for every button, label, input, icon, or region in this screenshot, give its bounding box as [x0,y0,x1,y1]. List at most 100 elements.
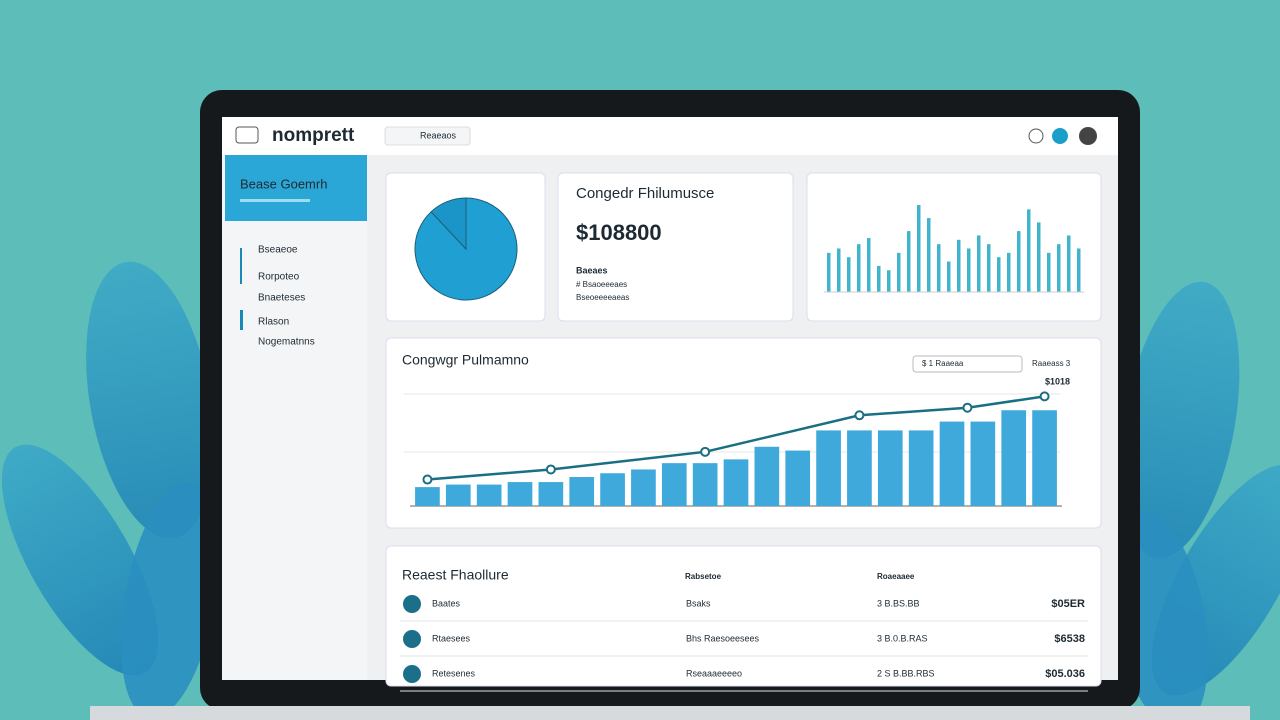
bar [538,482,564,506]
bar [415,487,440,506]
table-header: Rabsetoe [685,572,722,581]
bar [816,430,841,506]
table-cell: $05.036 [1045,668,1085,680]
search-text: Reaeaos [420,130,457,140]
mini-bar [867,238,871,292]
line-point [1039,391,1050,402]
mini-bar [1067,235,1071,292]
sidebar-item[interactable]: Nogematnns [258,337,315,348]
table-cell: 3 B.BS.BB [877,598,920,608]
bar [723,459,749,506]
mini-bar [907,231,911,292]
table-cell: Rtaesees [432,633,471,643]
mini-bar [967,248,971,292]
pie-slice [430,197,467,251]
sidebar-item[interactable]: Bseaeoe [258,245,298,256]
mini-bar [997,257,1001,292]
kpi-line: # Bsaoeeeaes [576,280,627,289]
menu-icon[interactable] [235,126,259,144]
mini-bar [1027,209,1031,292]
kpi-label: Baeaes [576,265,608,275]
mini-bar [927,218,931,292]
table-title: Reaest Fhaollure [402,567,509,583]
bar [661,463,687,506]
mini-bar [977,235,981,292]
line-point [962,402,973,413]
line-point [422,474,433,485]
bar [1001,410,1027,506]
filter[interactable] [912,355,1023,373]
card [385,545,1102,687]
table-header: Roaeaaee [877,572,915,581]
sidebar [222,155,367,680]
row-icon [403,595,421,613]
mini-bar [937,244,941,292]
bar [754,446,780,506]
mini-bar [857,244,861,292]
bar [847,430,872,506]
table-cell: $6538 [1054,633,1085,645]
sidebar-item[interactable]: Rlason [258,317,289,328]
mini-bar [1007,252,1011,292]
bar [939,421,965,506]
bar [507,482,533,506]
table-cell: 3 B.0.B.RAS [877,633,928,643]
sidebar-active[interactable] [225,155,367,221]
filter-right: Raaeass 3 [1032,359,1071,368]
mini-bar [917,205,921,292]
mini-bar [827,252,831,292]
table-cell: $05ER [1051,598,1085,610]
line [427,395,1045,481]
line-point [700,446,711,457]
avatar[interactable] [1079,127,1097,145]
sidebar-item[interactable]: Rorpoteo [258,272,300,283]
line-point [854,410,865,421]
mini-bar [1047,252,1051,292]
line-point [545,464,556,475]
kpi-title: Congedr Fhilumusce [576,185,714,202]
mini-bar [887,270,891,292]
row-icon [403,630,421,648]
bar [600,473,625,506]
mini-bar [877,265,881,292]
icon[interactable] [1028,128,1044,144]
mini-bar [987,244,991,292]
table-cell: Bhs Raesoeesees [686,633,760,643]
mini-bar [1077,248,1081,292]
annotation: $1018 [1045,376,1070,386]
bar [476,484,502,506]
table-rows: Baates Bsaks 3 B.BS.BB $05ER Rtaesees Bhs Rae… [400,595,1088,692]
decor [240,199,310,202]
sidebar-item[interactable]: Bnaeteses [258,293,305,304]
bar [908,430,934,506]
table-cell: Rseaaaeeeeo [686,668,742,678]
row-icon [403,665,421,683]
top-bar [222,117,1118,155]
bar [692,463,718,506]
bar [569,477,595,506]
marker [240,248,242,284]
filter-label: $ 1 Raaeaa [922,359,964,368]
marker [240,310,243,330]
mini-bar [1017,231,1021,292]
bar [631,469,656,506]
bar [970,421,996,506]
laptop-base [90,706,1250,720]
mini-bar [897,252,901,292]
kpi-value: $108800 [576,220,662,245]
card [806,172,1102,322]
bar [1032,410,1057,506]
table-cell: 2 S B.BB.RBS [877,668,935,678]
kpi-line: Bseoeeeeaeas [576,293,629,302]
mini-bar [847,257,851,292]
search-box[interactable] [384,126,471,146]
icon[interactable] [1052,128,1068,144]
bar [785,450,811,506]
table-cell: Bsaks [686,598,711,608]
decor-leaves [1,261,1280,720]
chart-title: Congwgr Pulmamno [402,352,529,368]
brand: nomprett [272,125,355,146]
mini-bar [1037,222,1041,292]
